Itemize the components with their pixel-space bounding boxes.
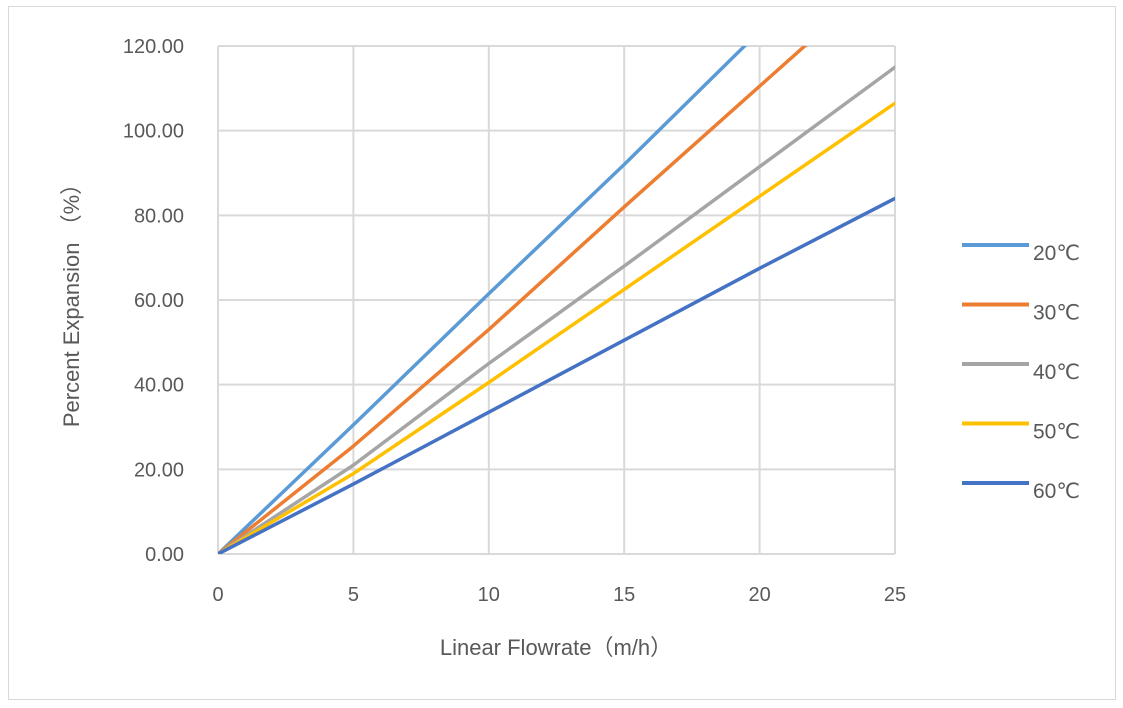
y-tick-label: 100.00 — [123, 121, 184, 143]
x-tick-label: 0 — [212, 584, 223, 606]
legend-item: 20℃ — [962, 242, 1080, 265]
chart-frame — [8, 6, 1116, 700]
series-line-1 — [218, 46, 808, 554]
legend-label: 60℃ — [1033, 480, 1080, 503]
y-tick-label: 40.00 — [134, 375, 184, 397]
x-tick-label: 5 — [348, 584, 359, 606]
legend-item: 30℃ — [962, 302, 1080, 325]
series-line-4 — [218, 196, 895, 554]
x-axis-ticks: 0 5 10 15 20 25 — [212, 584, 906, 606]
x-axis-title: Linear Flowrate（m/h） — [440, 635, 672, 660]
series-line-2 — [218, 65, 895, 554]
series-lines — [218, 46, 895, 554]
y-tick-label: 0.00 — [145, 544, 184, 566]
legend-label: 40℃ — [1033, 361, 1080, 384]
legend-label: 30℃ — [1033, 302, 1080, 325]
y-axis-title: Percent Expansion （%） — [59, 173, 84, 427]
y-tick-label: 80.00 — [134, 205, 184, 227]
legend-item: 50℃ — [962, 421, 1080, 444]
series-line-0 — [218, 46, 748, 554]
gridlines — [217, 45, 896, 555]
y-axis-ticks: 0.00 20.00 40.00 60.00 80.00 100.00 120.00 — [123, 36, 184, 566]
x-tick-label: 25 — [884, 584, 906, 606]
y-tick-label: 20.00 — [134, 459, 184, 481]
legend-item: 40℃ — [962, 361, 1080, 384]
series-line-3 — [218, 101, 895, 554]
y-tick-label: 120.00 — [123, 36, 184, 58]
x-tick-label: 15 — [613, 584, 635, 606]
legend-label: 50℃ — [1033, 421, 1080, 444]
legend: 20℃ 30℃ 40℃ 50℃ 60℃ — [962, 242, 1080, 503]
y-tick-label: 60.00 — [134, 290, 184, 312]
x-tick-label: 20 — [748, 584, 770, 606]
legend-item: 60℃ — [962, 480, 1080, 503]
legend-label: 20℃ — [1033, 242, 1080, 265]
x-tick-label: 10 — [478, 584, 500, 606]
